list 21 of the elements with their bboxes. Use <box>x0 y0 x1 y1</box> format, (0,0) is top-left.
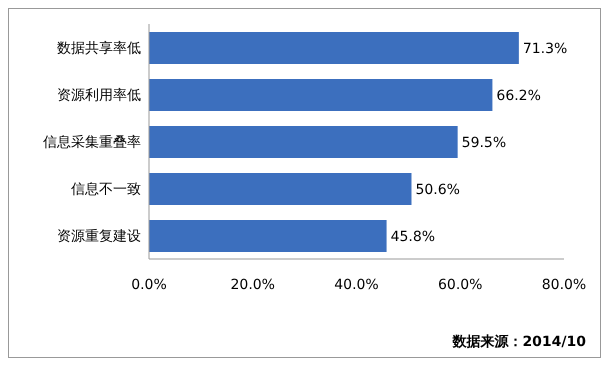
y-tick-label: 数据共享率低 <box>57 40 141 56</box>
data-label: 59.5% <box>462 135 506 151</box>
data-label: 45.8% <box>390 229 436 245</box>
data-label: 50.6% <box>415 182 460 198</box>
x-tick-label: 40.0% <box>334 276 379 293</box>
data-label: 71.3% <box>522 41 568 57</box>
data-label: 66.2% <box>496 88 541 104</box>
bar <box>149 173 412 205</box>
x-tick-label: 20.0% <box>230 276 275 293</box>
y-tick-label: 资源利用率低 <box>57 87 141 104</box>
bar <box>149 79 492 111</box>
bar <box>149 32 519 64</box>
bar <box>149 126 458 158</box>
x-tick-label: 0.0% <box>131 276 167 293</box>
source-note: 数据来源：2014/10 <box>452 333 586 351</box>
x-tick-label: 60.0% <box>438 276 482 293</box>
bar <box>149 220 387 252</box>
x-tick-label: 80.0% <box>542 276 586 293</box>
y-tick-label: 资源重复建设 <box>57 228 141 244</box>
y-tick-label: 信息不一致 <box>71 181 141 198</box>
y-tick-label: 信息采集重叠率 <box>43 134 141 150</box>
